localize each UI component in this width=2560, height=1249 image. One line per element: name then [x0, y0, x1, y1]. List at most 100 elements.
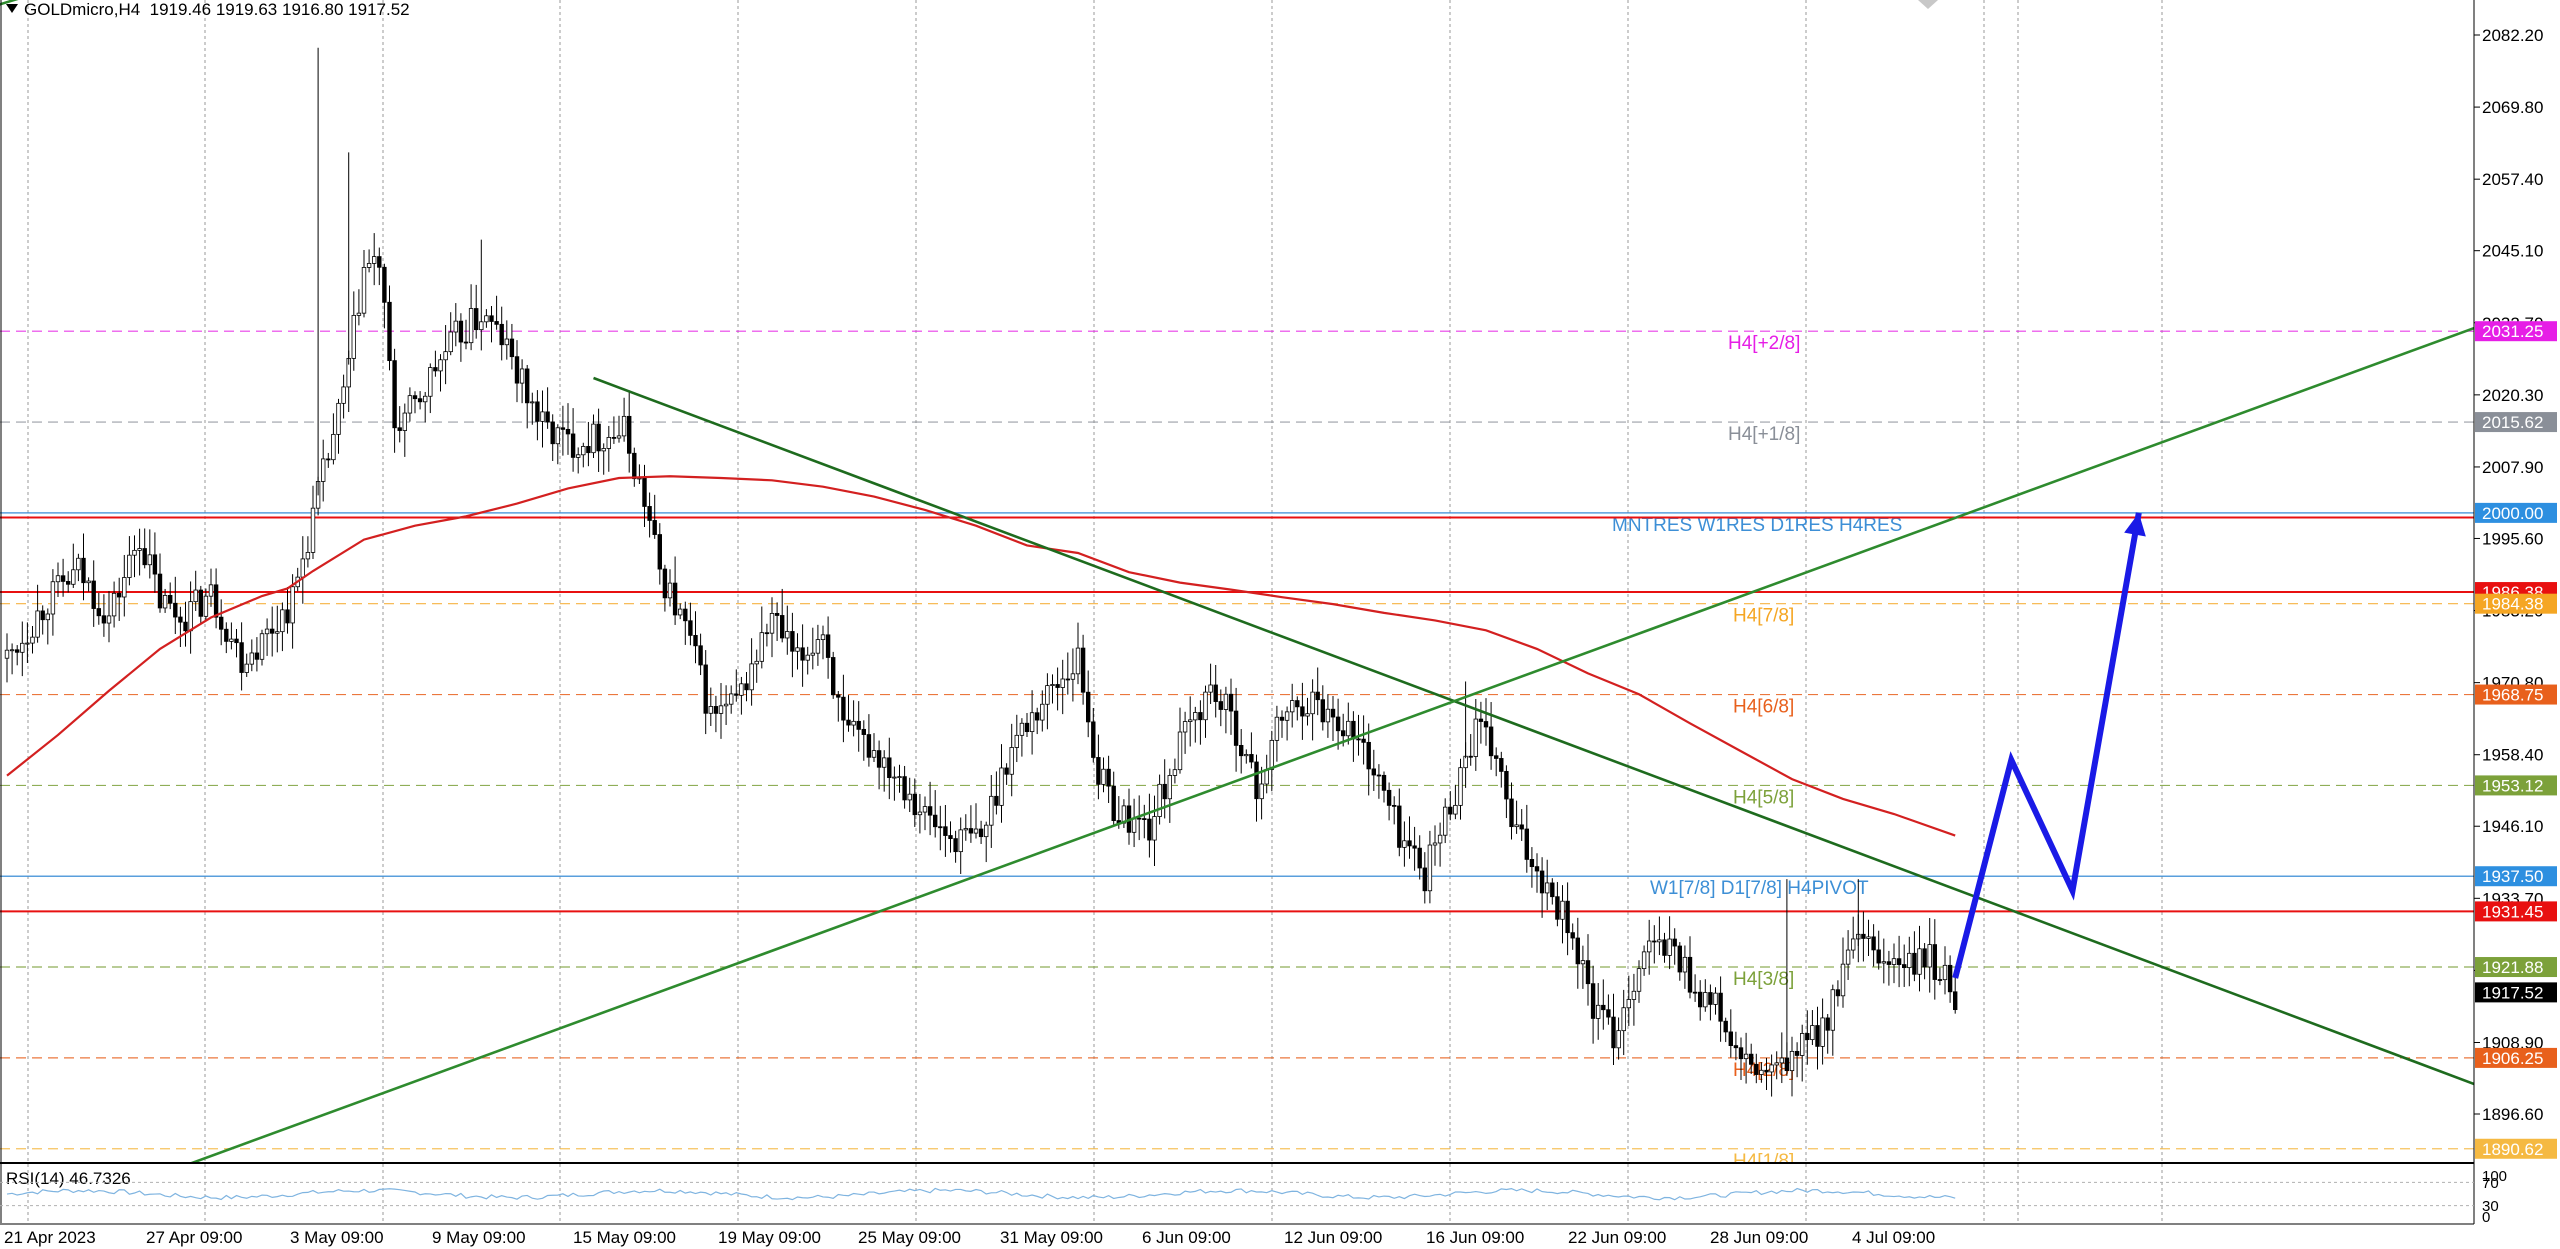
- candle-body: [1086, 691, 1091, 723]
- rsi-axis-label: 100: [2482, 1168, 2507, 1185]
- candle-body: [1723, 1020, 1728, 1033]
- time-tick-label: 28 Jun 09:00: [1710, 1228, 1808, 1247]
- candle-body: [535, 401, 540, 422]
- candle-body: [1845, 949, 1851, 965]
- price-tick-label: 2082.20: [2482, 26, 2543, 45]
- candle-body: [1152, 816, 1157, 841]
- candle-body: [479, 321, 484, 331]
- price-tag-box: [2475, 593, 2557, 614]
- candle-body: [611, 437, 617, 439]
- candle-body: [1499, 758, 1504, 772]
- candle-body: [1825, 1017, 1830, 1031]
- time-tick-label: 31 May 09:00: [1000, 1228, 1103, 1247]
- candle-body: [1743, 1053, 1749, 1060]
- candle-body: [1871, 936, 1876, 951]
- candle-body: [1738, 1047, 1744, 1060]
- candle-body: [1412, 845, 1417, 849]
- candle-body: [897, 776, 902, 779]
- candle-body: [157, 573, 163, 609]
- candle-body: [754, 660, 759, 665]
- candle-body: [1188, 719, 1193, 722]
- candle-body: [1137, 817, 1142, 820]
- candle-body: [453, 320, 458, 333]
- candle-body: [1774, 1062, 1779, 1066]
- candle-body: [336, 402, 341, 435]
- candle-body: [1672, 938, 1677, 947]
- candle-body: [371, 256, 377, 264]
- candle-body: [825, 634, 831, 658]
- candle-body: [1886, 961, 1892, 965]
- murrey-level-label: H4[1/8]: [1733, 1151, 1794, 1172]
- candle-body: [9, 649, 15, 652]
- trendline[interactable]: [145, 316, 2506, 1180]
- candle-body: [555, 427, 560, 445]
- candle-body: [60, 575, 66, 582]
- candle-body: [1106, 768, 1111, 787]
- candle-body: [1902, 964, 1907, 969]
- price-tag-box: [2475, 1047, 2557, 1068]
- candle-body: [1295, 700, 1300, 708]
- candle-body: [907, 793, 912, 801]
- candle-body: [1585, 960, 1591, 985]
- candle-body: [1300, 706, 1305, 717]
- candle-body: [1330, 708, 1336, 718]
- time-tick-label: 4 Jul 09:00: [1852, 1228, 1935, 1247]
- candle-body: [1335, 716, 1341, 732]
- candle-body: [1228, 693, 1234, 712]
- projection-arrow[interactable]: [1952, 512, 2142, 979]
- candle-body: [1111, 785, 1116, 821]
- candle-body: [1101, 768, 1106, 785]
- candle-body: [596, 423, 601, 452]
- candle-body: [586, 446, 591, 454]
- candle-body: [218, 616, 224, 630]
- time-tick-label: 3 May 09:00: [290, 1228, 384, 1247]
- candle-body: [1550, 882, 1555, 898]
- candle-body: [1713, 992, 1718, 1005]
- time-tick-label: 16 Jun 09:00: [1426, 1228, 1524, 1247]
- candle-body: [198, 589, 203, 617]
- candle-body: [514, 356, 520, 384]
- candle-body: [820, 634, 826, 641]
- candle-body: [1060, 678, 1065, 688]
- top-marker-icon: [1918, 0, 1938, 9]
- candle-body: [1718, 992, 1723, 1022]
- candle-body: [1203, 691, 1208, 721]
- time-tick-label: 21 Apr 2023: [4, 1228, 96, 1247]
- candle-body: [1580, 960, 1586, 965]
- candle-body: [178, 616, 183, 623]
- candle-body: [1305, 713, 1310, 717]
- candle-body: [1167, 775, 1172, 800]
- rsi-label: RSI(14) 46.7326: [6, 1169, 131, 1188]
- candle-body: [1932, 944, 1937, 980]
- rsi-axis-label: 30: [2482, 1198, 2499, 1215]
- price-tag-box: [2475, 321, 2557, 342]
- candle-body: [1361, 738, 1366, 743]
- candle-body: [1397, 805, 1402, 848]
- candle-body: [229, 638, 234, 642]
- candle-body: [871, 750, 877, 758]
- candle-body: [790, 631, 795, 652]
- candle-body: [1754, 1063, 1759, 1075]
- candle-body: [433, 367, 438, 372]
- candle-body: [744, 683, 749, 691]
- candle-body: [494, 321, 499, 325]
- candle-body: [1815, 1025, 1820, 1047]
- candle-body: [377, 256, 382, 268]
- price-tick-label: 2057.40: [2482, 170, 2543, 189]
- candle-body: [1427, 844, 1433, 892]
- candle-body: [1448, 806, 1453, 815]
- candle-body: [662, 568, 668, 599]
- price-tag-label: 2000.00: [2482, 504, 2543, 523]
- candle-body: [504, 338, 509, 346]
- candle-body: [1820, 1017, 1825, 1047]
- candle-body: [1131, 817, 1137, 833]
- candle-body: [275, 631, 280, 634]
- candle-body: [642, 477, 647, 507]
- candle-body: [254, 652, 260, 660]
- candle-body: [1065, 678, 1070, 681]
- candle-body: [137, 548, 142, 551]
- collapse-triangle-icon[interactable]: [6, 4, 18, 13]
- trendline[interactable]: [593, 376, 2507, 1096]
